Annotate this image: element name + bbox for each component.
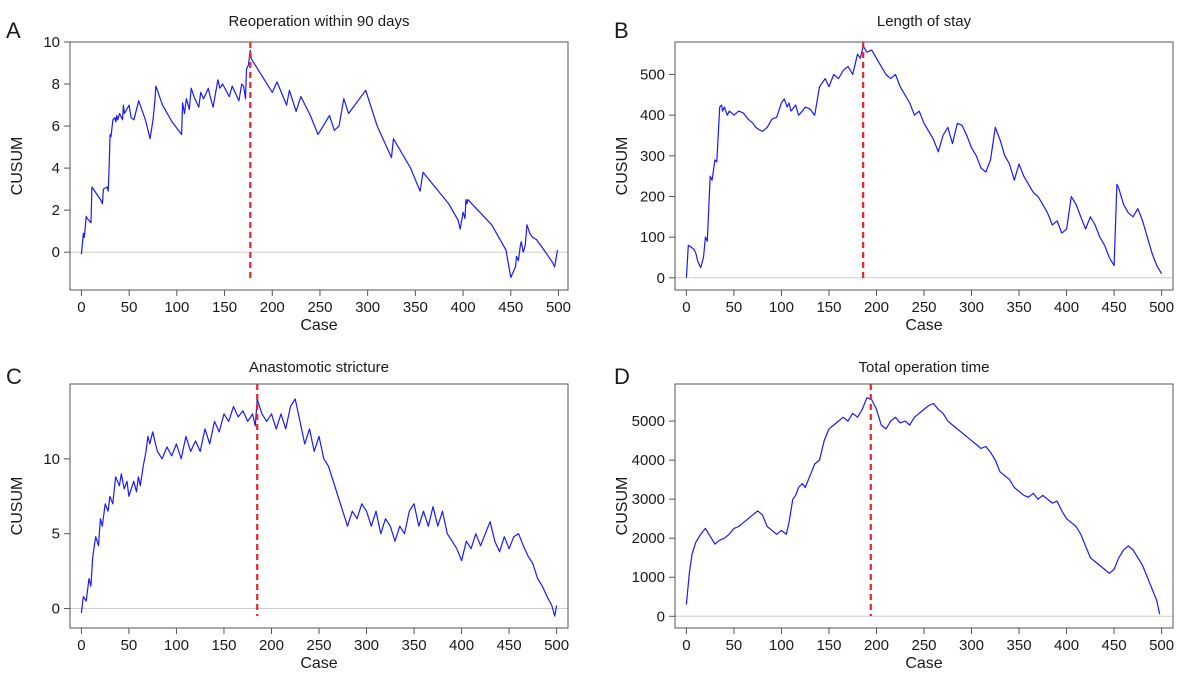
- x-tick-label: 350: [1007, 299, 1032, 316]
- y-axis-label: CUSUM: [9, 137, 26, 196]
- x-tick-label: 500: [1149, 637, 1174, 654]
- x-tick-label: 200: [260, 299, 285, 316]
- x-tick-label: 300: [959, 299, 984, 316]
- panel-d: D Total operation time 0 50 100 150 200 250 300 3…: [614, 359, 1174, 672]
- x-tick-label: 300: [959, 637, 984, 654]
- x-tick-label: 400: [1054, 299, 1079, 316]
- x-axis-label: Case: [905, 317, 942, 334]
- x-tick-label: 150: [211, 637, 236, 654]
- y-axis-label: CUSUM: [614, 137, 631, 196]
- panel-b: B Length of stay 0 50 100 150 200 250 300 350 400 4…: [614, 13, 1174, 334]
- x-tick-label: 250: [911, 637, 936, 654]
- y-tick-label: 5: [52, 526, 60, 543]
- x-tick-label: 100: [164, 299, 189, 316]
- y-tick-label: 200: [640, 188, 665, 205]
- x-tick-label: 0: [77, 299, 85, 316]
- x-tick-label: 200: [864, 637, 889, 654]
- x-tick-label: 250: [306, 637, 331, 654]
- y-tick-label: 4000: [632, 452, 665, 469]
- x-tick-label: 0: [682, 299, 690, 316]
- x-axis-label: Case: [300, 655, 337, 672]
- y-tick-label: 400: [640, 107, 665, 124]
- y-tick-label: 100: [640, 229, 665, 246]
- x-tick-label: 400: [451, 299, 476, 316]
- panel-letter: D: [614, 364, 630, 389]
- x-tick-label: 200: [259, 637, 284, 654]
- x-tick-label: 450: [498, 299, 523, 316]
- plot-frame: [674, 383, 1174, 629]
- chart-title: Length of stay: [877, 13, 972, 30]
- cusum-series-line: [685, 45, 1163, 278]
- plot-frame: [674, 41, 1174, 291]
- y-tick-label: 4: [52, 160, 60, 177]
- cusum-series-line: [685, 397, 1161, 615]
- x-tick-label: 100: [769, 637, 794, 654]
- x-tick-label: 300: [355, 299, 380, 316]
- y-tick-label: 0: [657, 608, 665, 625]
- y-tick-label: 2: [52, 202, 60, 219]
- panel-letter: A: [6, 18, 21, 43]
- x-tick-label: 400: [449, 637, 474, 654]
- x-tick-label: 250: [911, 299, 936, 316]
- x-tick-label: 400: [1054, 637, 1079, 654]
- chart-title: Anastomotic stricture: [249, 359, 389, 376]
- y-tick-label: 3000: [632, 491, 665, 508]
- x-tick-label: 50: [726, 299, 743, 316]
- y-axis-label: CUSUM: [614, 477, 631, 536]
- y-tick-label: 0: [657, 270, 665, 287]
- x-tick-label: 350: [403, 299, 428, 316]
- x-tick-label: 150: [816, 637, 841, 654]
- y-tick-label: 2000: [632, 530, 665, 547]
- y-tick-label: 300: [640, 148, 665, 165]
- y-tick-label: 6: [52, 118, 60, 135]
- x-axis-label: Case: [300, 317, 337, 334]
- cusum-series-line: [80, 398, 558, 617]
- x-tick-label: 0: [77, 637, 85, 654]
- plot-frame: [69, 383, 569, 629]
- x-tick-label: 50: [121, 637, 138, 654]
- x-axis-label: Case: [905, 655, 942, 672]
- y-tick-label: 8: [52, 76, 60, 93]
- x-tick-label: 0: [682, 637, 690, 654]
- x-tick-label: 450: [1102, 637, 1127, 654]
- x-tick-label: 300: [354, 637, 379, 654]
- x-tick-label: 350: [402, 637, 427, 654]
- x-tick-label: 250: [307, 299, 332, 316]
- chart-title: Reoperation within 90 days: [229, 13, 410, 30]
- panel-letter: C: [6, 364, 22, 389]
- x-tick-label: 450: [1102, 299, 1127, 316]
- cusum-series-line: [80, 49, 559, 278]
- x-tick-label: 500: [546, 299, 571, 316]
- y-axis-label: CUSUM: [9, 477, 26, 536]
- x-tick-label: 500: [544, 637, 569, 654]
- x-tick-label: 100: [164, 637, 189, 654]
- x-tick-label: 150: [816, 299, 841, 316]
- x-tick-label: 200: [864, 299, 889, 316]
- y-tick-label: 0: [52, 601, 60, 618]
- x-tick-label: 50: [726, 637, 743, 654]
- panel-letter: B: [614, 18, 629, 43]
- x-tick-label: 500: [1149, 299, 1174, 316]
- chart-title: Total operation time: [859, 359, 990, 376]
- y-tick-label: 500: [640, 67, 665, 84]
- x-tick-label: 150: [212, 299, 237, 316]
- x-tick-label: 450: [497, 637, 522, 654]
- x-tick-label: 350: [1007, 637, 1032, 654]
- y-tick-label: 0: [52, 244, 60, 261]
- x-tick-label: 100: [769, 299, 794, 316]
- y-tick-label: 5000: [632, 413, 665, 430]
- y-tick-label: 10: [43, 451, 60, 468]
- plot-frame: [69, 41, 569, 291]
- y-tick-label: 1000: [632, 569, 665, 586]
- x-tick-label: 50: [121, 299, 138, 316]
- y-tick-label: 10: [43, 34, 60, 51]
